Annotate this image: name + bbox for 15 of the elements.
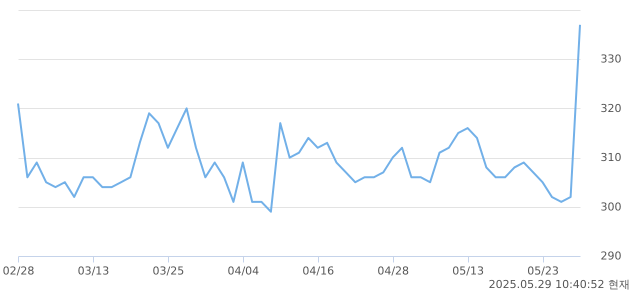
x-tick-label: 05/23: [527, 264, 559, 278]
text: 2025.05.29 10:40:52 현재: [488, 278, 630, 291]
y-tick-label: 290: [600, 250, 622, 262]
line-series: [17, 24, 581, 213]
x-tick-label: 03/13: [78, 264, 110, 278]
x-tick-label: 03/25: [152, 264, 184, 278]
x-tick-label: 04/16: [302, 264, 334, 278]
y-tick-label: 310: [600, 151, 622, 164]
x-tick-label: 04/28: [377, 264, 410, 278]
y-tick-label: 320: [600, 102, 622, 115]
y-tick-label: 330: [600, 52, 622, 66]
x-tick-label: 04/04: [227, 264, 260, 278]
y-tick-label: 300: [600, 200, 622, 214]
x-tick-label: 05/13: [452, 264, 484, 278]
x-tick-label: 02/28: [2, 264, 34, 278]
